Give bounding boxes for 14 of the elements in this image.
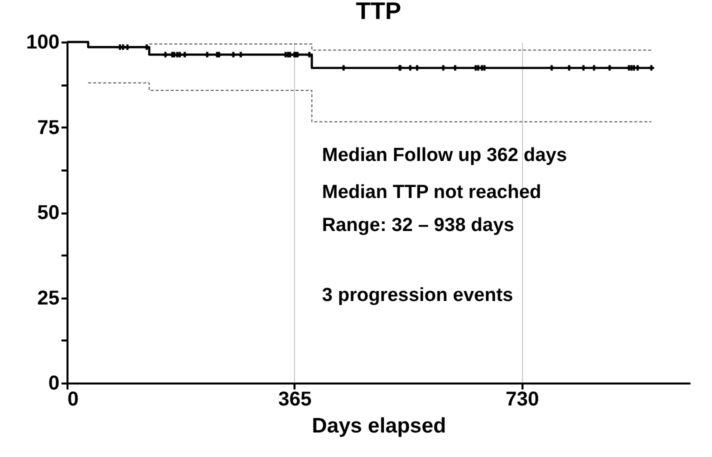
x-axis-title: Days elapsed [312, 414, 446, 438]
annotation: Median TTP not reached [322, 182, 542, 203]
annotation: Median Follow up 362 days [322, 145, 567, 166]
annotation: 3 progression events [322, 285, 514, 306]
chart-title: TTP [356, 0, 402, 25]
x-tick-label: 365 [278, 388, 312, 410]
y-tick-label: 25 [37, 287, 60, 310]
y-tick-label: 0 [48, 372, 60, 394]
y-tick-label: 100 [26, 32, 60, 54]
x-tick-label: 0 [68, 388, 79, 410]
x-tick-label: 730 [506, 388, 539, 410]
y-tick-label: 50 [37, 202, 60, 224]
annotation: Range: 32 – 938 days [322, 215, 514, 236]
y-tick-label: 75 [37, 116, 60, 139]
